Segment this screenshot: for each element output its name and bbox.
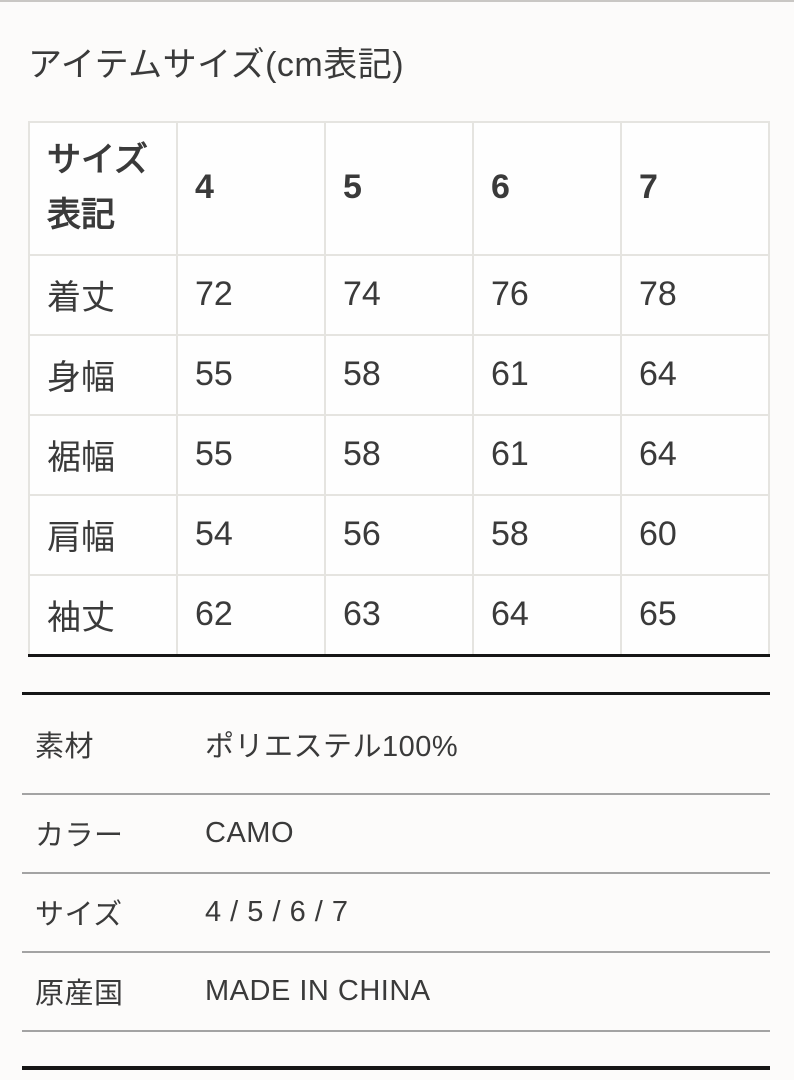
size-guide-section: アイテムサイズ(cm表記) サイズ表記 4 5 6 7 着丈 72 74 76 … bbox=[0, 44, 794, 1070]
cell-value: 74 bbox=[324, 253, 474, 336]
cell-value: 63 bbox=[324, 573, 474, 656]
row-label: 着丈 bbox=[28, 253, 178, 336]
size-column-header-5: 5 bbox=[324, 120, 474, 256]
detail-label: 原産国 bbox=[35, 978, 124, 1010]
detail-label: サイズ bbox=[35, 899, 123, 931]
detail-label: カラー bbox=[35, 820, 124, 852]
cell-value: 61 bbox=[472, 333, 622, 416]
detail-label: 素材 bbox=[35, 730, 95, 763]
size-column-header-7: 7 bbox=[620, 120, 770, 256]
cell-value: 72 bbox=[176, 253, 326, 336]
cell-value: 64 bbox=[472, 573, 622, 656]
detail-value: MADE IN CHINA bbox=[205, 974, 431, 1007]
product-details-list: 素材 ポリエステル100% カラー CAMO サイズ 4 / 5 / 6 / 7… bbox=[22, 691, 770, 1032]
detail-row-origin: 原産国 MADE IN CHINA bbox=[22, 953, 770, 1032]
page-title: アイテムサイズ(cm表記) bbox=[28, 46, 405, 84]
row-label: 肩幅 bbox=[28, 493, 178, 576]
row-label: 裾幅 bbox=[28, 413, 178, 496]
cell-value: 58 bbox=[324, 333, 474, 416]
table-row-body-length: 着丈 72 74 76 78 bbox=[28, 253, 770, 336]
cell-value: 64 bbox=[620, 413, 770, 496]
cell-value: 61 bbox=[472, 413, 622, 496]
cell-value: 58 bbox=[472, 493, 622, 576]
cell-value: 64 bbox=[620, 333, 770, 416]
table-row-sleeve-length: 袖丈 62 63 64 65 bbox=[28, 573, 770, 656]
detail-row-color: カラー CAMO bbox=[22, 795, 770, 874]
table-row-body-width: 身幅 55 58 61 64 bbox=[28, 333, 770, 416]
section-bottom-rule bbox=[22, 1065, 770, 1070]
size-column-header-6: 6 bbox=[472, 120, 622, 256]
cell-value: 56 bbox=[324, 493, 474, 576]
cell-value: 55 bbox=[176, 413, 326, 496]
detail-row-size: サイズ 4 / 5 / 6 / 7 bbox=[22, 874, 770, 953]
detail-value: ポリエステル100% bbox=[205, 730, 459, 763]
detail-value: 4 / 5 / 6 / 7 bbox=[205, 895, 349, 928]
size-table-corner-label: サイズ表記 bbox=[28, 120, 178, 256]
table-row-hem-width: 裾幅 55 58 61 64 bbox=[28, 413, 770, 496]
row-label: 身幅 bbox=[28, 333, 178, 416]
table-row-shoulder-width: 肩幅 54 56 58 60 bbox=[28, 493, 770, 576]
size-column-header-4: 4 bbox=[176, 120, 326, 256]
cell-value: 62 bbox=[176, 573, 326, 656]
cell-value: 78 bbox=[620, 253, 770, 336]
detail-row-material: 素材 ポリエステル100% bbox=[22, 695, 770, 795]
size-table-header-row: サイズ表記 4 5 6 7 bbox=[28, 120, 770, 256]
cell-value: 76 bbox=[472, 253, 622, 336]
cell-value: 65 bbox=[620, 573, 770, 656]
cell-value: 55 bbox=[176, 333, 326, 416]
detail-value: CAMO bbox=[205, 816, 294, 849]
cell-value: 54 bbox=[176, 493, 326, 576]
size-table: サイズ表記 4 5 6 7 着丈 72 74 76 78 身幅 55 58 61… bbox=[28, 120, 770, 657]
row-label: 袖丈 bbox=[28, 573, 178, 656]
cell-value: 58 bbox=[324, 413, 474, 496]
cell-value: 60 bbox=[620, 493, 770, 576]
